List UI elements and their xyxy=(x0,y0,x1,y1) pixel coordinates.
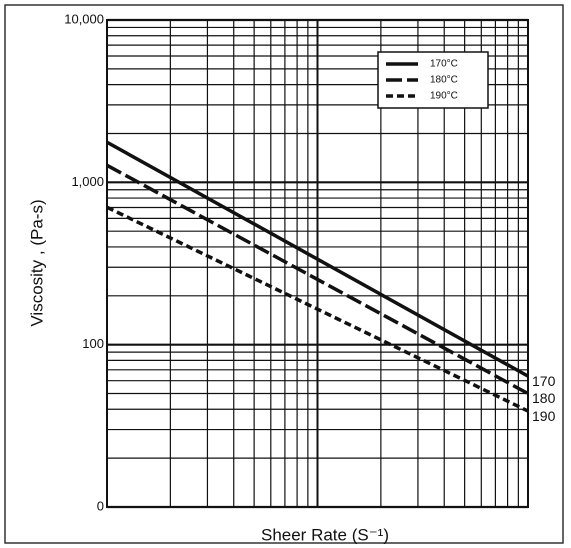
y-tick-label: 10,000 xyxy=(64,11,104,26)
legend-label: 190°C xyxy=(430,91,458,102)
end-label: 170 xyxy=(532,373,556,389)
y-tick-label: 1,000 xyxy=(71,174,104,189)
plot-border xyxy=(106,19,529,508)
data-line xyxy=(106,205,529,413)
legend-label: 180°C xyxy=(430,75,458,86)
end-label: 180 xyxy=(532,390,556,406)
data-line xyxy=(106,140,529,378)
y-tick-label: 0 xyxy=(97,498,104,513)
y-axis-label: Viscosity , (Pa-s) xyxy=(27,199,46,326)
legend-label: 170°C xyxy=(430,59,458,70)
y-tick-label: 100 xyxy=(82,336,104,351)
end-label: 190 xyxy=(532,408,556,424)
x-axis-label: Sheer Rate (S⁻¹) xyxy=(261,525,389,544)
frame xyxy=(4,4,564,544)
data-line xyxy=(106,163,529,396)
